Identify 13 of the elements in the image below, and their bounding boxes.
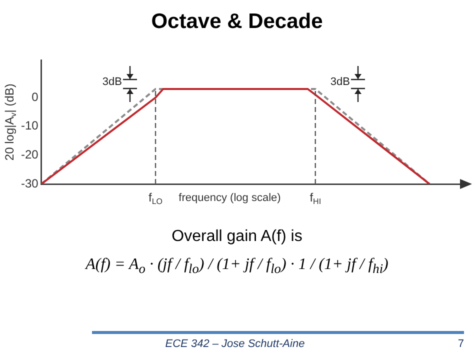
annotation: 3dB: [101, 76, 122, 88]
y-tick-label: -20: [21, 148, 39, 162]
y-tick-label: -10: [21, 118, 39, 133]
annotation: 3dB: [329, 76, 350, 88]
x-axis-title: frequency (log scale): [178, 192, 281, 204]
y-tick-label: -30: [21, 176, 39, 190]
text: A(f) = A$_{o}$ · (jf / f$_{lo}$) / (1+ jf / f$_{lo}$) · 1 / (1+ jf / f$_{hi}$): [86, 256, 388, 276]
chart-title: Octave & Decade: [150, 10, 324, 34]
text: 7: [456, 338, 464, 350]
text: ECE 342 – Jose Schutt-Aine: [164, 338, 306, 350]
y-tick-label: 0: [32, 90, 39, 104]
text: Overall gain A(f) is: [170, 228, 304, 246]
y-axis-title: 20 log|Av| (dB): [2, 84, 18, 161]
